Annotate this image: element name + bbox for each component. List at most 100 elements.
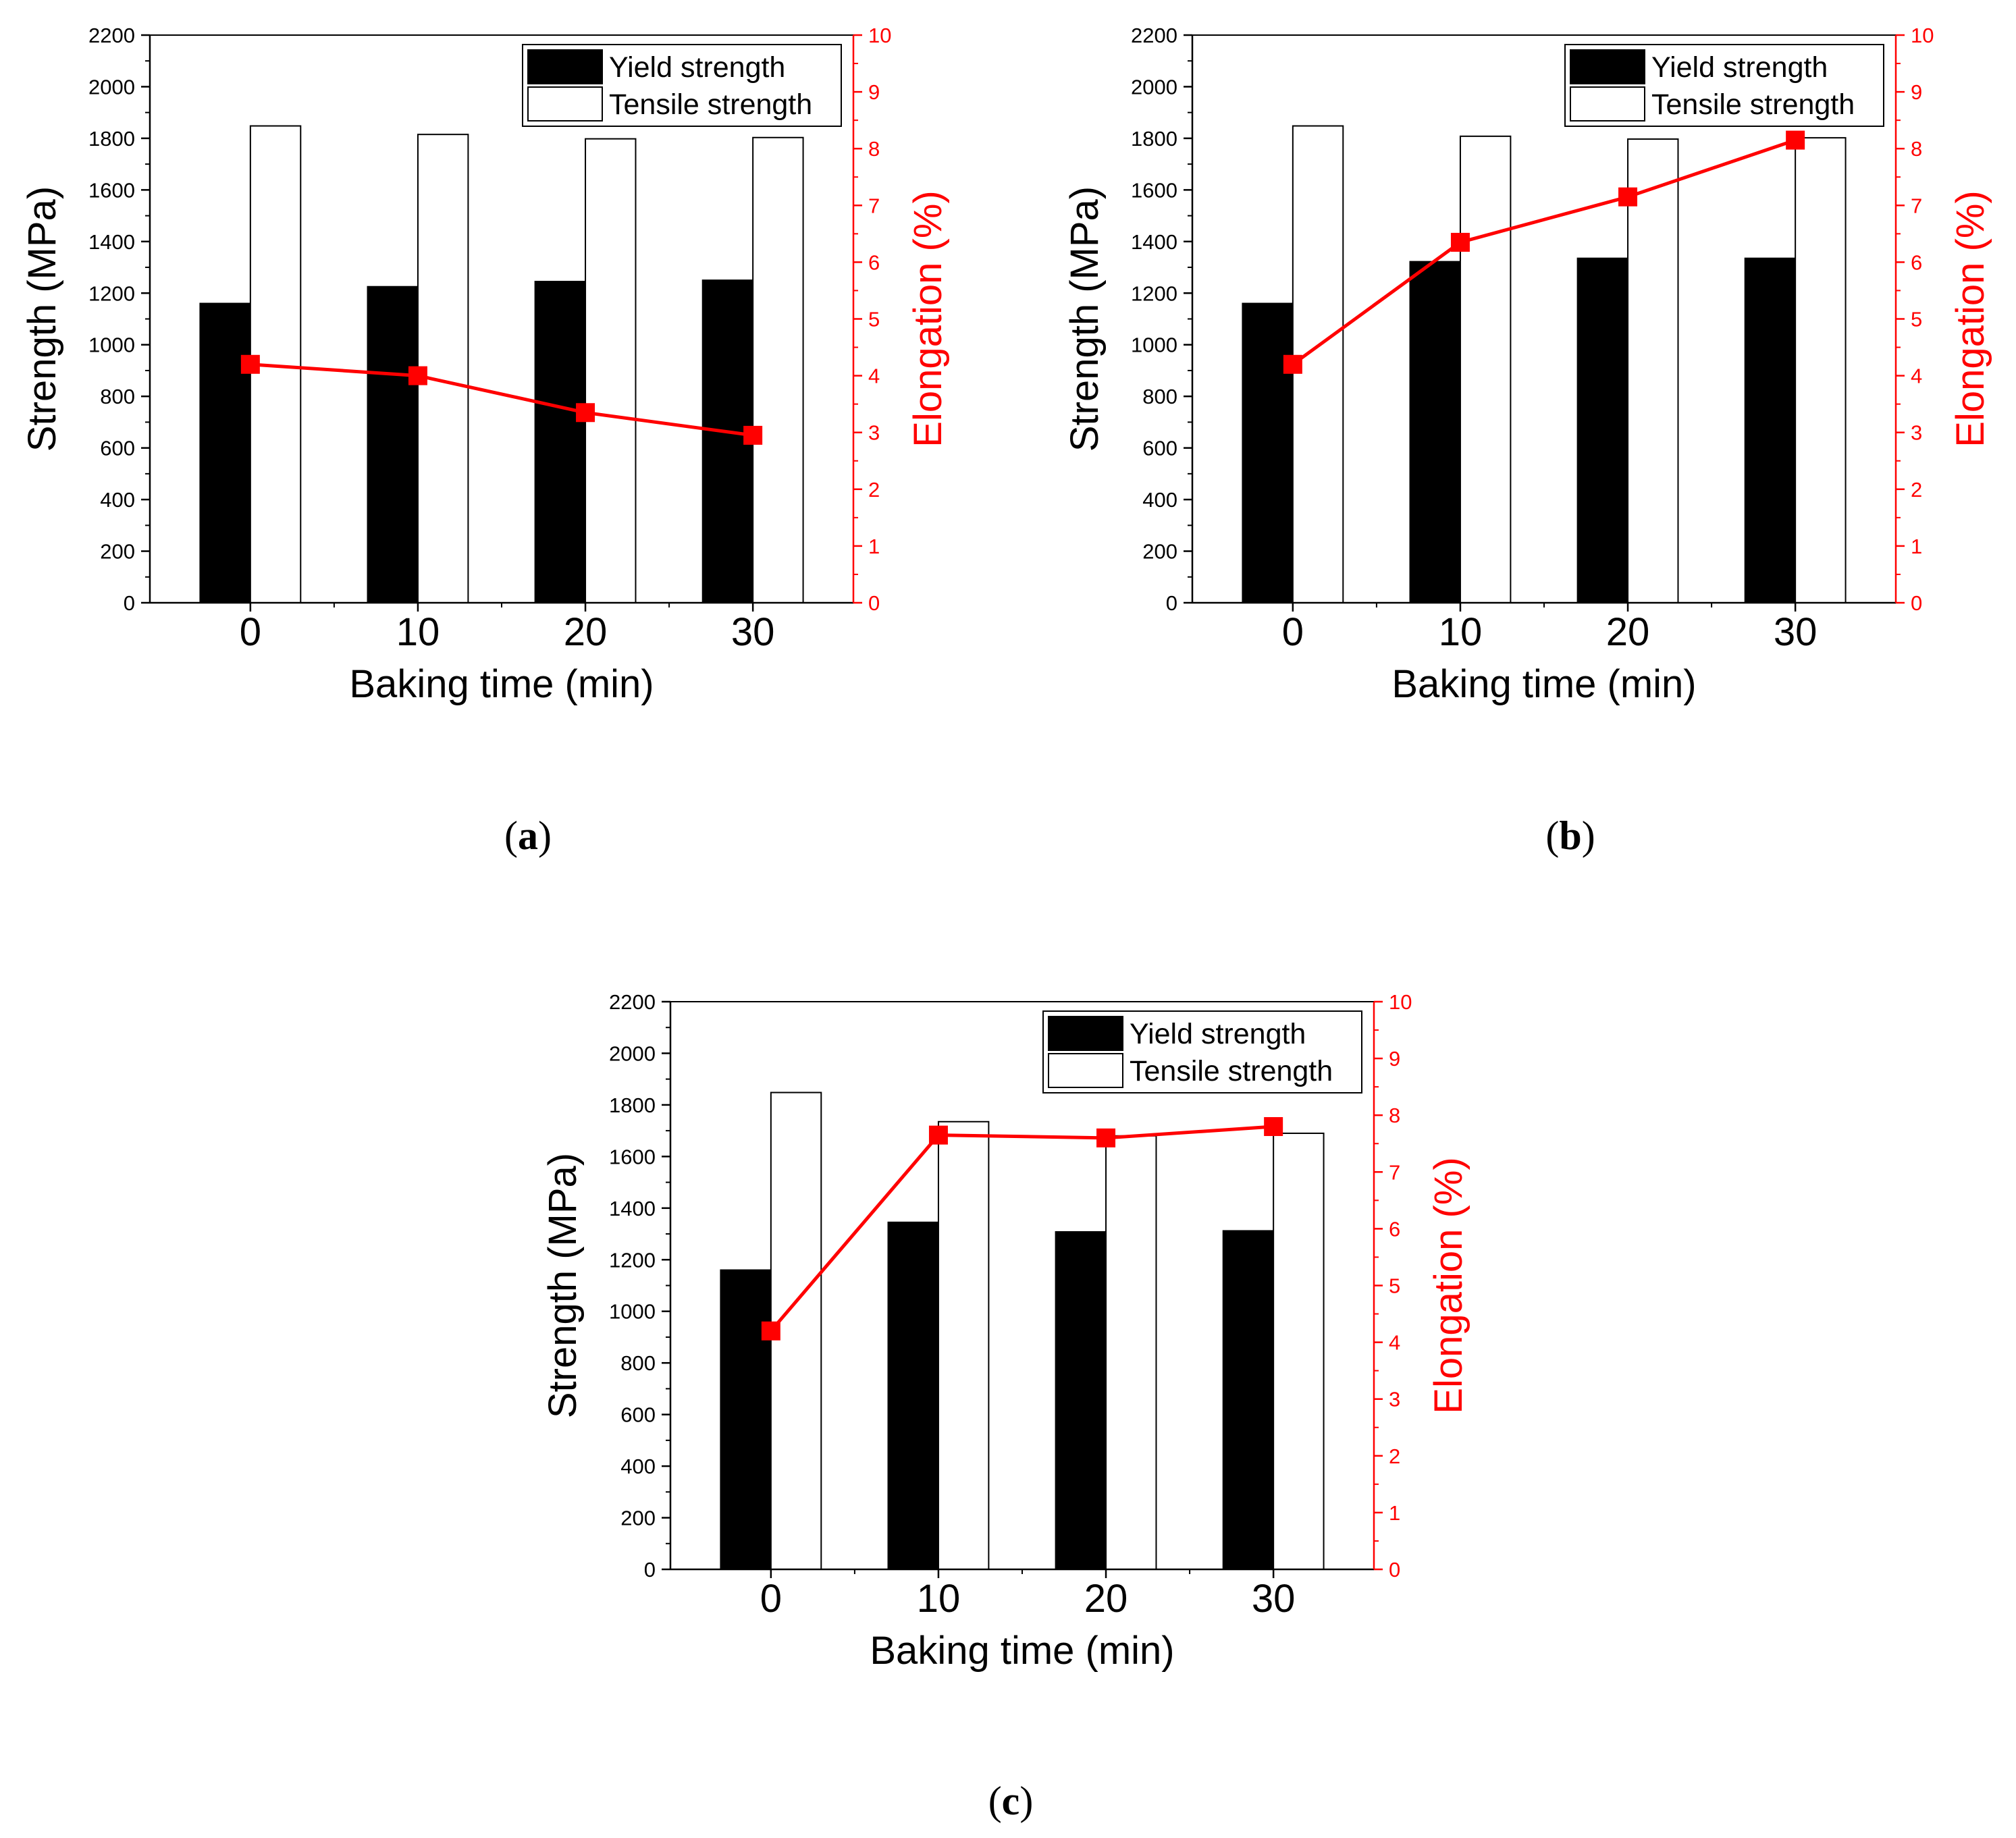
elongation-marker xyxy=(1618,187,1638,207)
y-tick-label: 1800 xyxy=(88,127,135,151)
elongation-line xyxy=(250,362,753,437)
legend-label-tensile: Tensile strength xyxy=(1130,1055,1333,1087)
yield-bar xyxy=(1409,261,1461,603)
y2-tick-label: 6 xyxy=(1911,250,1922,274)
elongation-marker xyxy=(1450,232,1470,252)
y2-tick-label: 10 xyxy=(1389,990,1412,1014)
elongation-marker xyxy=(576,403,595,423)
y-tick-label: 1600 xyxy=(609,1145,656,1168)
legend-swatch-yield xyxy=(1570,49,1645,84)
x-tick-label: 10 xyxy=(396,610,440,654)
tensile-bar xyxy=(1459,135,1512,604)
x-axis-title: Baking time (min) xyxy=(349,662,654,706)
x-tick-label: 30 xyxy=(1774,610,1818,654)
y-tick-label: 1400 xyxy=(1131,230,1177,254)
y-tick-label: 1000 xyxy=(609,1300,656,1324)
y2-axis-title: Elongation (%) xyxy=(1948,190,1992,447)
y-tick-label: 800 xyxy=(1142,385,1177,408)
y-tick-label: 0 xyxy=(1166,591,1177,615)
y2-tick-label: 5 xyxy=(868,308,880,331)
yield-bar xyxy=(199,302,251,603)
y-tick-label: 1600 xyxy=(1131,178,1177,202)
yield-bar xyxy=(367,286,419,603)
y2-tick-label: 0 xyxy=(868,591,880,615)
tensile-bar xyxy=(1627,138,1679,603)
y-tick-label: 200 xyxy=(100,540,135,564)
elongation-marker xyxy=(1786,130,1805,150)
legend-label-yield: Yield strength xyxy=(609,51,785,84)
y2-tick-label: 9 xyxy=(1911,80,1922,104)
tensile-bar xyxy=(937,1120,990,1570)
y-tick-label: 1800 xyxy=(609,1093,656,1117)
y-tick-label: 200 xyxy=(1142,540,1177,564)
y2-tick-label: 0 xyxy=(1389,1558,1400,1582)
y-tick-label: 0 xyxy=(644,1558,656,1582)
y-tick-label: 800 xyxy=(620,1351,656,1375)
yield-bar xyxy=(1055,1231,1107,1571)
elongation-marker xyxy=(1283,354,1302,374)
chart-panel-a: 0200400600800100012001400160018002000220… xyxy=(20,24,950,858)
y2-axis-title: Elongation (%) xyxy=(1427,1157,1470,1413)
legend-label-tensile: Tensile strength xyxy=(1651,88,1855,121)
x-tick-label: 0 xyxy=(240,610,261,654)
y-tick-label: 600 xyxy=(100,437,135,460)
tensile-bar xyxy=(752,136,804,603)
caption-letter: c xyxy=(1002,1779,1020,1823)
y2-tick-label: 1 xyxy=(868,535,880,558)
caption-paren-open: ( xyxy=(988,1779,1002,1823)
y2-tick-label: 6 xyxy=(868,250,880,274)
y2-tick-label: 2 xyxy=(1389,1444,1400,1468)
y-tick-label: 400 xyxy=(620,1455,656,1478)
y2-tick-label: 7 xyxy=(868,194,880,217)
y2-tick-label: 0 xyxy=(1911,591,1922,615)
y-tick-label: 1000 xyxy=(1131,333,1177,357)
y2-axis-title: Elongation (%) xyxy=(906,190,950,447)
caption-paren-close: ) xyxy=(538,813,552,858)
caption-letter: a xyxy=(518,813,538,858)
y-tick-label: 2000 xyxy=(1131,75,1177,99)
panel-caption: (c) xyxy=(988,1779,1034,1823)
legend-label-tensile: Tensile strength xyxy=(609,88,812,121)
legend-swatch-tensile xyxy=(1570,86,1645,121)
y-tick-label: 2000 xyxy=(609,1042,656,1065)
y2-tick-label: 10 xyxy=(868,24,891,47)
y-tick-label: 2200 xyxy=(609,990,656,1014)
y-tick-label: 600 xyxy=(620,1403,656,1427)
caption-letter: b xyxy=(1559,813,1581,858)
y2-tick-label: 1 xyxy=(1389,1501,1400,1525)
caption-paren-close: ) xyxy=(1582,813,1595,858)
elongation-line xyxy=(769,1125,1274,1332)
legend-swatch-tensile xyxy=(1048,1053,1123,1088)
x-tick-label: 20 xyxy=(1084,1577,1128,1621)
x-axis-title: Baking time (min) xyxy=(870,1629,1174,1673)
y-tick-label: 0 xyxy=(124,591,135,615)
x-tick-label: 0 xyxy=(760,1577,782,1621)
y-axis-title: Strength (MPa) xyxy=(20,186,64,452)
y-tick-label: 1000 xyxy=(88,333,135,357)
legend-label-yield: Yield strength xyxy=(1651,51,1828,84)
elongation-marker xyxy=(1096,1128,1116,1147)
yield-bar xyxy=(887,1221,939,1570)
elongation-marker xyxy=(240,354,260,374)
yield-bar xyxy=(720,1269,772,1570)
x-tick-label: 20 xyxy=(1606,610,1650,654)
y2-tick-label: 3 xyxy=(1911,421,1922,445)
y2-tick-label: 6 xyxy=(1389,1217,1400,1241)
chart-panel-b: 0200400600800100012001400160018002000220… xyxy=(1063,24,1992,858)
x-tick-label: 10 xyxy=(1439,610,1483,654)
y-tick-label: 2200 xyxy=(88,24,135,47)
y2-tick-label: 4 xyxy=(868,364,880,388)
y2-tick-label: 3 xyxy=(1389,1388,1400,1411)
tensile-bar xyxy=(1105,1135,1157,1571)
y-tick-label: 400 xyxy=(100,488,135,512)
y-tick-label: 400 xyxy=(1142,488,1177,512)
x-tick-label: 20 xyxy=(564,610,608,654)
y2-tick-label: 9 xyxy=(868,80,880,104)
y2-tick-label: 7 xyxy=(1911,194,1922,217)
y2-tick-label: 2 xyxy=(1911,478,1922,502)
x-tick-label: 30 xyxy=(731,610,775,654)
x-axis-title: Baking time (min) xyxy=(1391,662,1696,706)
y2-tick-label: 9 xyxy=(1389,1047,1400,1071)
y-tick-label: 1200 xyxy=(88,281,135,305)
